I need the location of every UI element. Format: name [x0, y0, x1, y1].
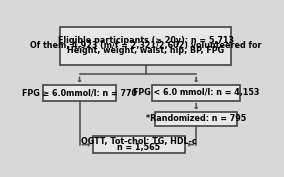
Bar: [155, 112, 237, 125]
Text: *Randomized: n = 795: *Randomized: n = 795: [146, 114, 246, 123]
Text: n = 1,565: n = 1,565: [117, 143, 160, 152]
Bar: [93, 136, 185, 153]
Bar: [60, 27, 231, 65]
Text: Eligible participants (≥ 20y): n = 5,713: Eligible participants (≥ 20y): n = 5,713: [58, 36, 233, 45]
Text: FPG ≥ 6.0mmol/l: n = 770: FPG ≥ 6.0mmol/l: n = 770: [22, 88, 137, 97]
Text: FPG < 6.0 mmol/l: n = 4,153: FPG < 6.0 mmol/l: n = 4,153: [133, 88, 259, 97]
Text: Height, weight, waist, hip, BP, FPG: Height, weight, waist, hip, BP, FPG: [67, 46, 224, 55]
Bar: [152, 85, 240, 101]
Text: OGTT, Tot-chol: TG, HDL-c: OGTT, Tot-chol: TG, HDL-c: [81, 138, 197, 147]
Text: Of them, 4,923 (m/f = 2,321/2,602) volunteered for: Of them, 4,923 (m/f = 2,321/2,602) volun…: [30, 41, 261, 50]
Bar: [43, 85, 116, 101]
